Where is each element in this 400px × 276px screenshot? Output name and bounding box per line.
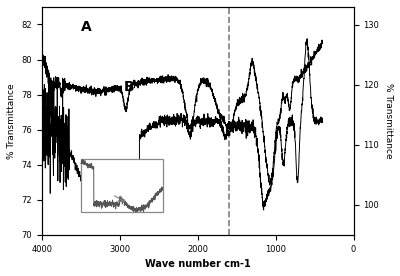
Y-axis label: % Transmittance: % Transmittance xyxy=(7,83,16,159)
Text: A: A xyxy=(81,20,92,34)
X-axis label: Wave number cm-1: Wave number cm-1 xyxy=(145,259,251,269)
Text: B: B xyxy=(124,80,134,94)
Bar xyxy=(81,160,163,212)
Y-axis label: % Transmittance: % Transmittance xyxy=(384,83,393,159)
